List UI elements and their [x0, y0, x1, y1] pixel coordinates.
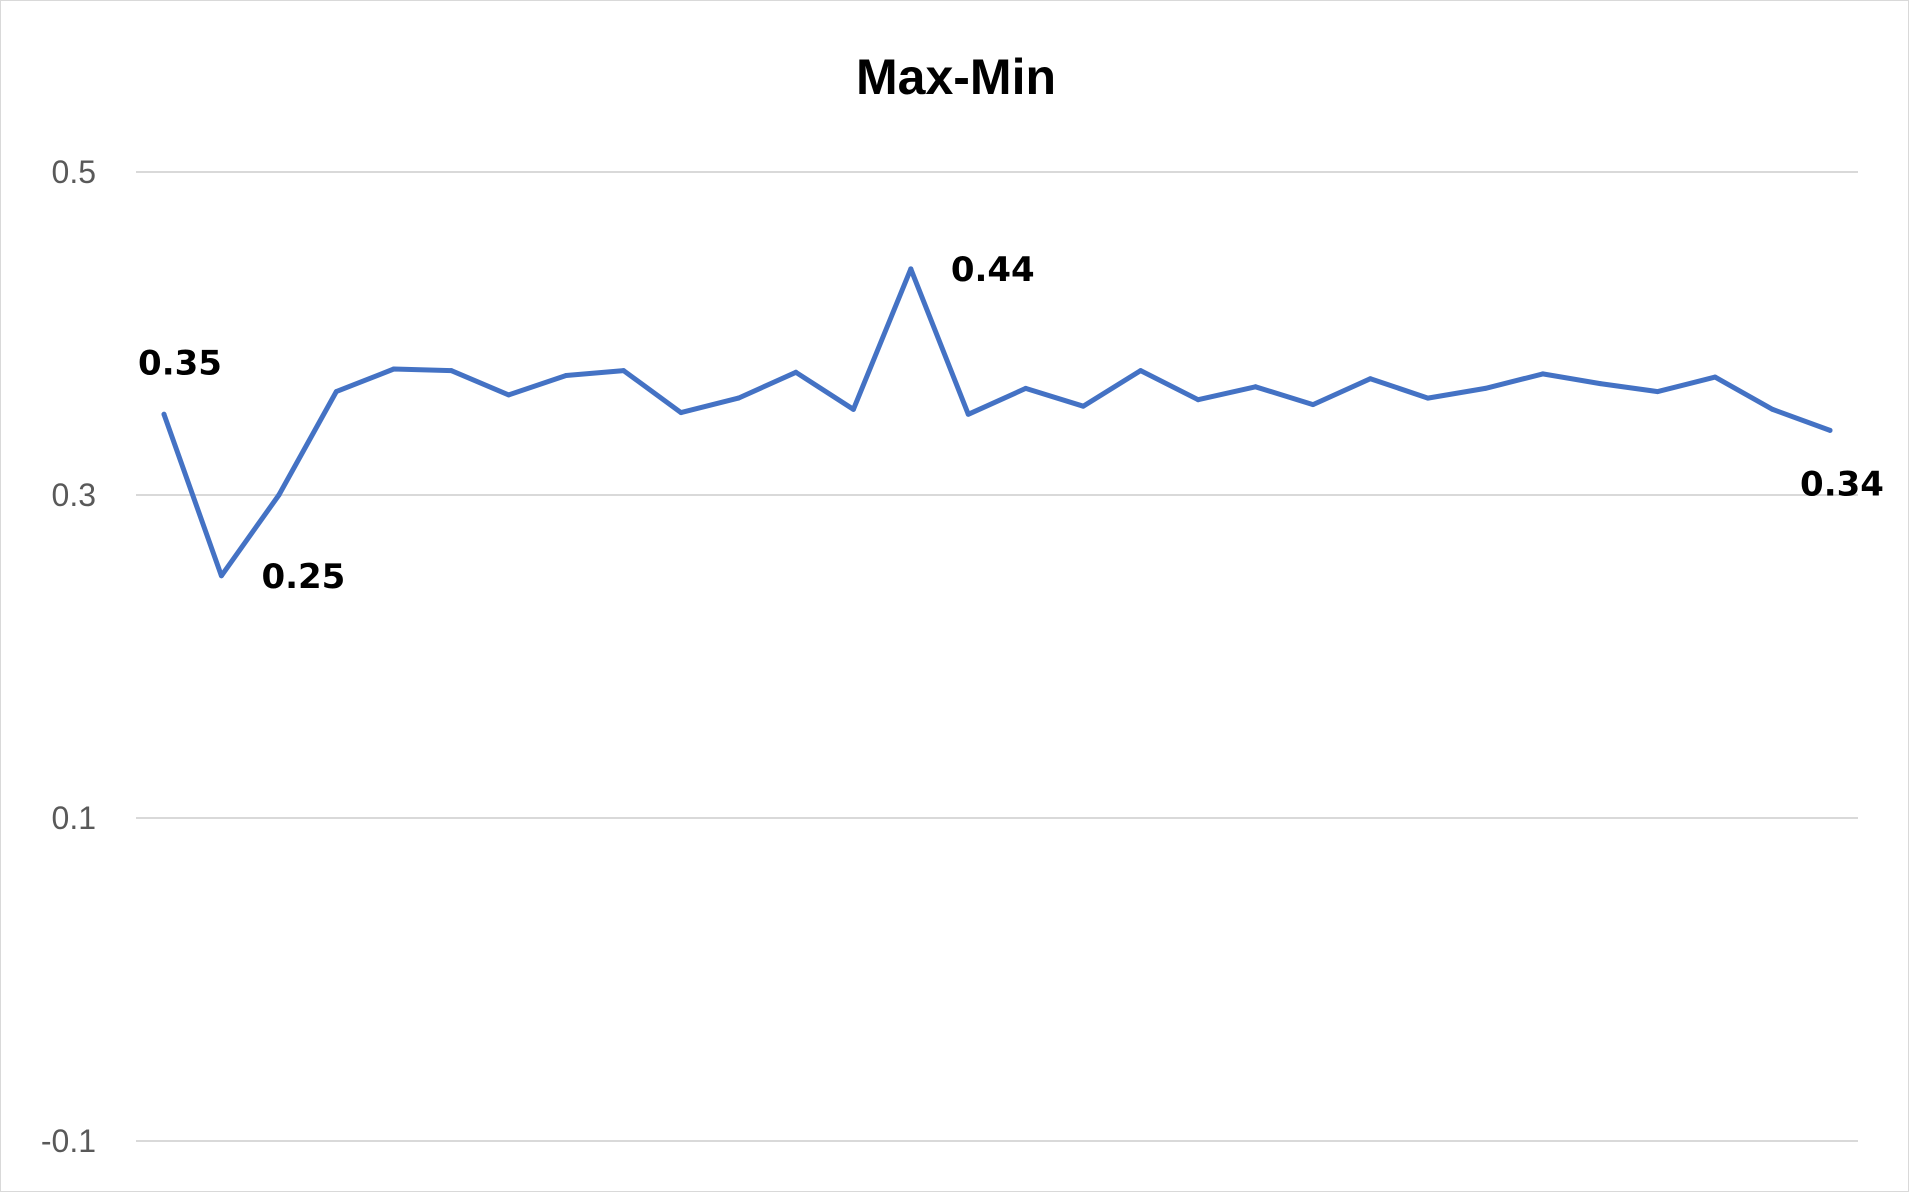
y-axis-tick-labels: 0.5 0.3 0.1 -0.1	[41, 154, 96, 1159]
data-point	[621, 368, 627, 374]
data-point	[1770, 406, 1776, 412]
data-point	[1712, 374, 1718, 380]
data-point	[391, 366, 397, 372]
data-point	[965, 411, 971, 417]
data-point	[793, 369, 799, 375]
chart-title: Max-Min	[856, 49, 1056, 105]
data-point	[678, 410, 684, 416]
data-point	[850, 406, 856, 412]
data-point	[1597, 381, 1603, 387]
series-max-min	[161, 266, 1833, 579]
data-point	[1253, 384, 1259, 390]
data-label: 0.34	[1800, 464, 1884, 504]
data-point	[908, 266, 914, 272]
data-point	[1540, 371, 1546, 377]
data-point	[218, 573, 224, 579]
data-label: 0.25	[261, 557, 345, 597]
data-label: 0.35	[138, 343, 222, 383]
data-point	[1367, 376, 1373, 382]
data-point	[1138, 368, 1144, 374]
data-point	[1195, 397, 1201, 403]
data-point	[1827, 427, 1833, 433]
data-point	[1023, 385, 1029, 391]
series-line	[161, 266, 1833, 579]
data-labels: 0.35 0.25 0.44 0.34	[138, 250, 1884, 597]
data-point	[735, 395, 741, 401]
gridlines	[136, 171, 1858, 1142]
y-tick-label: -0.1	[41, 1123, 96, 1159]
data-point	[563, 372, 569, 378]
data-label: 0.44	[951, 250, 1035, 290]
y-tick-label: 0.5	[52, 154, 96, 190]
data-point	[448, 368, 454, 374]
data-point	[161, 411, 167, 417]
data-point	[1080, 403, 1086, 409]
y-tick-label: 0.1	[52, 800, 96, 836]
y-tick-label: 0.3	[52, 477, 96, 513]
data-point	[1310, 402, 1316, 408]
data-point	[506, 392, 512, 398]
data-point	[276, 492, 282, 498]
data-point	[1482, 385, 1488, 391]
data-point	[1655, 389, 1661, 395]
data-point	[1425, 395, 1431, 401]
data-point	[333, 389, 339, 395]
